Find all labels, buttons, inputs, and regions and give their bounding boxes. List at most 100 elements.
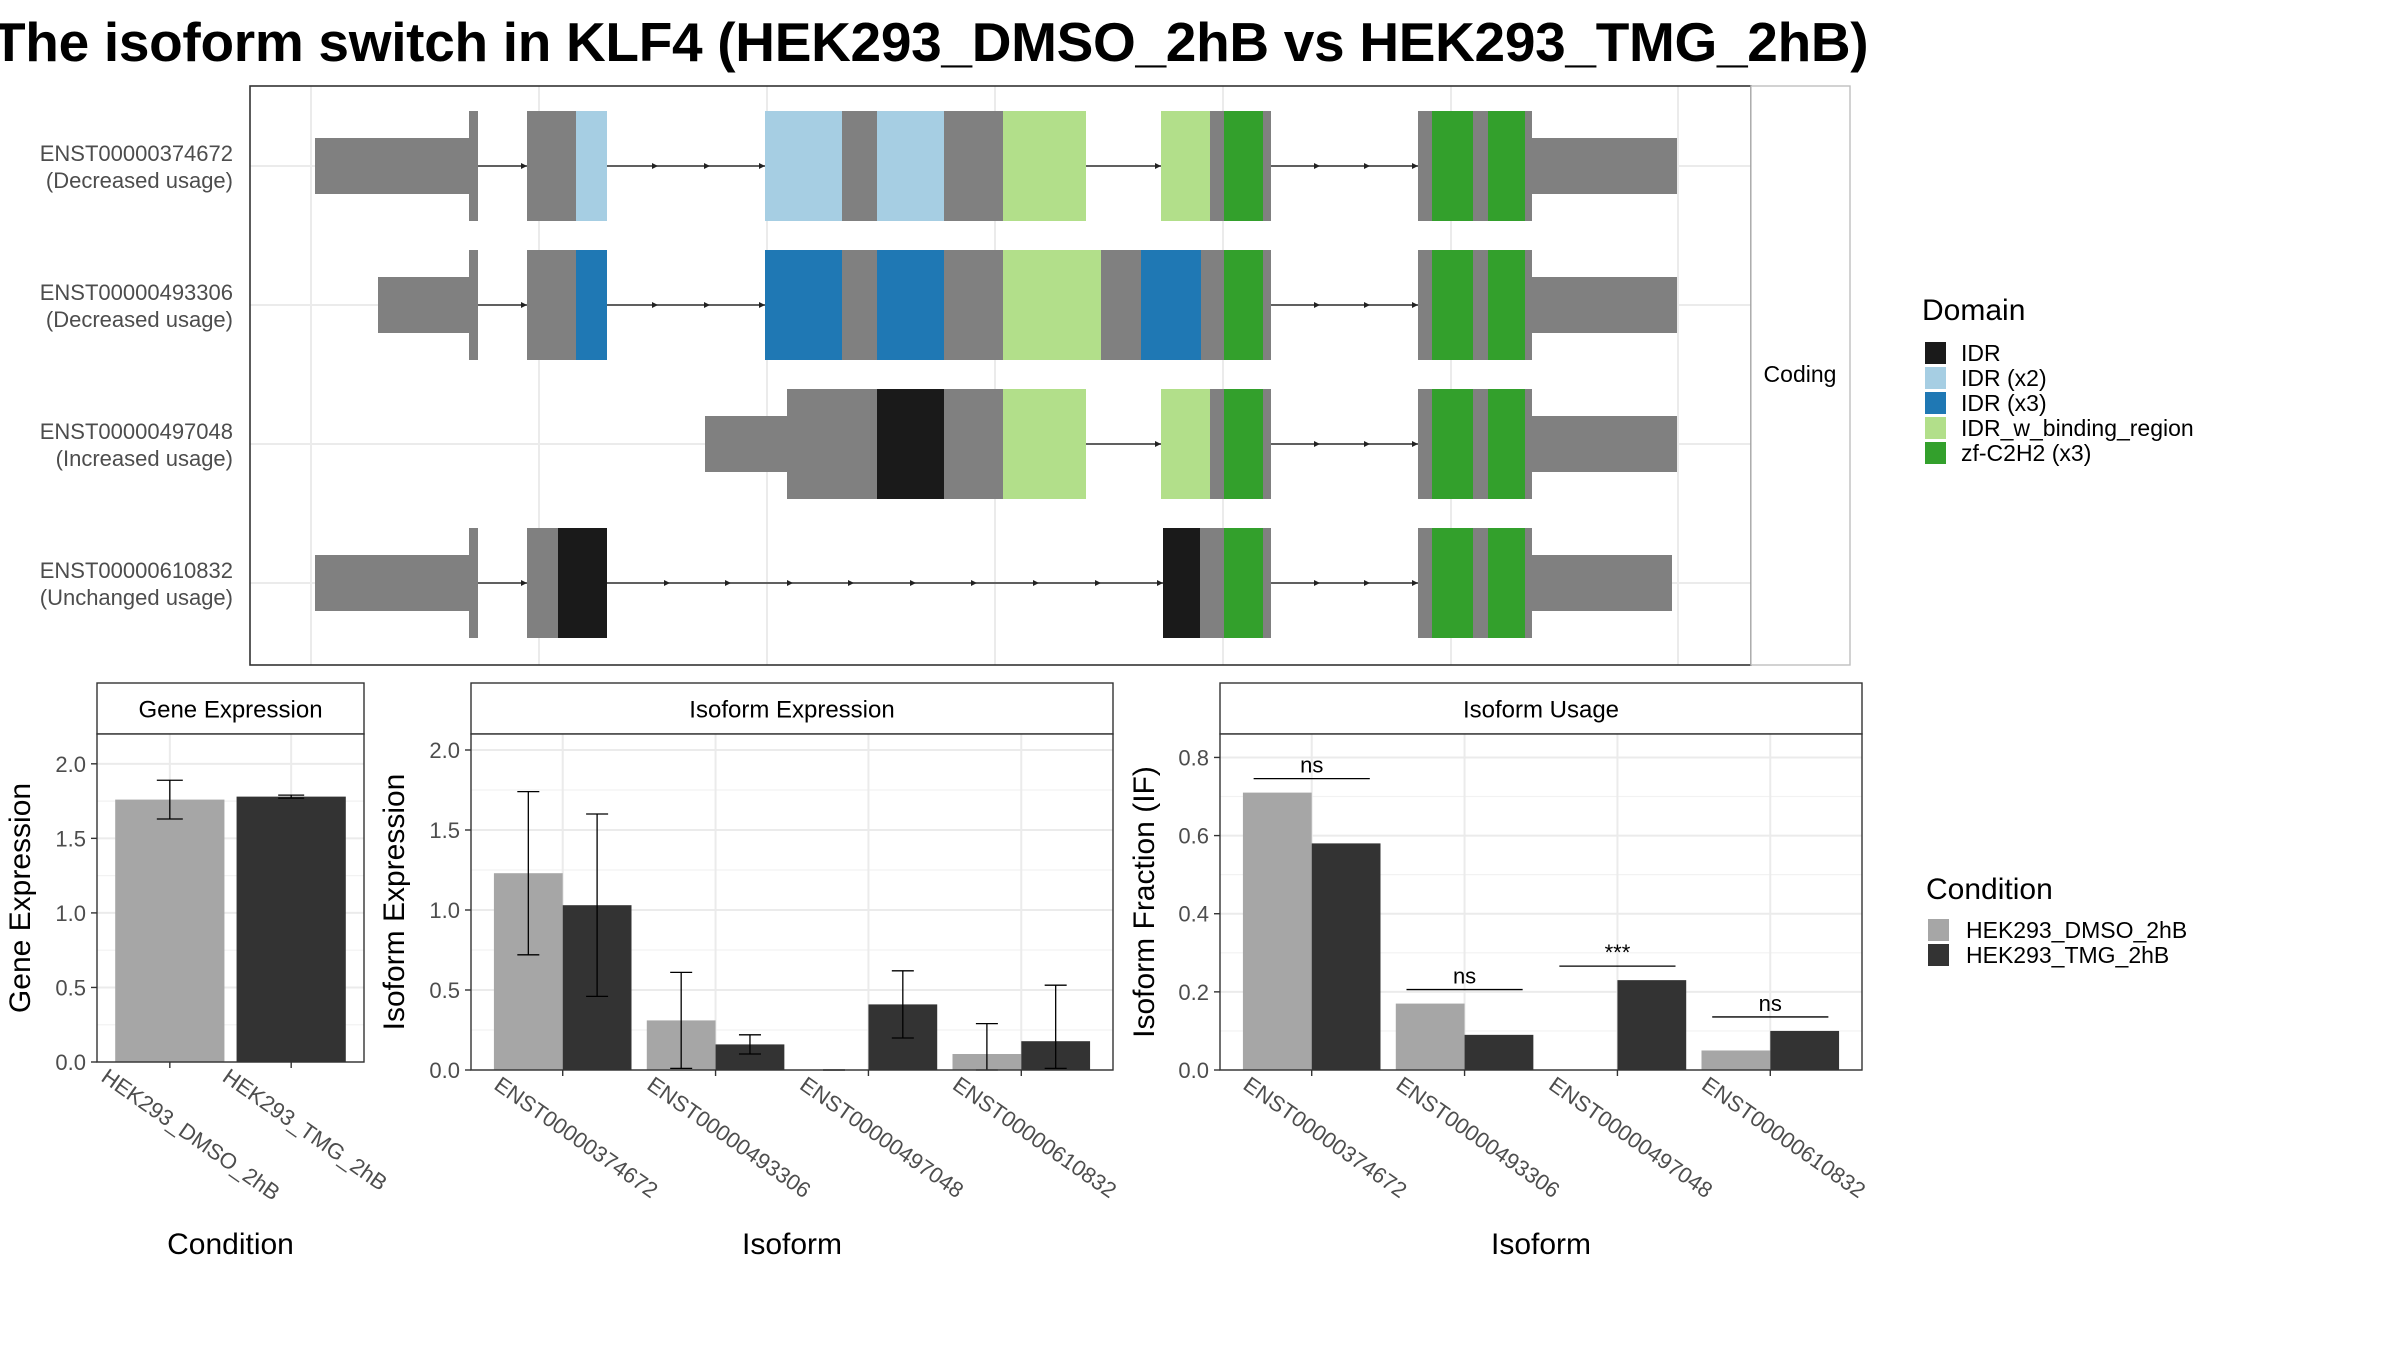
panel-strip [1219,682,1863,735]
intron-arrow [1364,163,1370,169]
y-axis-title: Isoform Expression [378,774,411,1031]
bar [1311,843,1381,1070]
intron-arrow [704,163,710,169]
coding-exon [1210,389,1224,499]
utr-exon [315,555,469,611]
intron-arrow [1155,441,1161,447]
domain-legend-label: IDR_w_binding_region [1961,415,2194,441]
isoform-usage-label: (Increased usage) [56,446,233,471]
coding-exon [1418,111,1432,221]
intron-arrow [725,580,731,586]
y-tick-label: 2.0 [55,752,86,777]
coding-exon [1224,389,1263,499]
x-tick-label: ENST00000374672 [1239,1072,1412,1203]
figure-title: The isoform switch in KLF4 (HEK293_DMSO_… [0,11,1869,73]
intron-arrow [1412,302,1418,308]
domain-legend-key [1925,417,1946,439]
bar [115,799,225,1062]
intron-arrow [1314,580,1320,586]
intron-arrow [971,580,977,586]
intron-arrow [1364,580,1370,586]
y-tick-label: 1.0 [429,898,460,923]
coding-exon [1432,389,1473,499]
isoform-usage-label: (Unchanged usage) [40,585,233,610]
coding-exon [558,528,607,638]
intron-arrow [1314,302,1320,308]
coding-exon [1418,389,1432,499]
intron-arrow [759,302,765,308]
coding-exon [1003,250,1101,360]
coding-exon [877,389,944,499]
coding-exon [1432,528,1473,638]
coding-exon [1003,389,1086,499]
intron-arrow [652,163,658,169]
panel-border [96,733,365,1063]
x-tick-label: ENST00000493306 [1392,1072,1565,1203]
utr-exon [1532,277,1677,333]
significance-label: ns [1300,753,1323,778]
domain-legend-label: zf-C2H2 (x3) [1961,440,2091,466]
bar [1701,1050,1771,1070]
coding-exon [1488,250,1525,360]
coding-exon [1003,111,1086,221]
bar [236,796,346,1062]
utr-exon [1532,416,1677,472]
coding-exon [765,250,842,360]
coding-exon [469,111,478,221]
intron-arrow [787,580,793,586]
bar [1242,792,1312,1070]
intron-arrow [1033,580,1039,586]
coding-exon [1488,528,1525,638]
isoform-id-label: ENST00000493306 [40,280,233,305]
intron-arrow [704,302,710,308]
bar [1464,1034,1534,1070]
intron-arrow [1412,580,1418,586]
utr-exon [1532,138,1677,194]
coding-exon [527,250,576,360]
utr-exon [705,416,787,472]
domain-legend-label: IDR (x3) [1961,390,2047,416]
panel-strip-title: Isoform Usage [1463,697,1619,724]
coding-exon [877,250,944,360]
x-tick-label: ENST00000497048 [796,1072,969,1203]
x-tick-label: ENST00000497048 [1545,1072,1718,1203]
isoform-usage-label: (Decreased usage) [46,307,233,332]
intron-arrow [1412,441,1418,447]
y-tick-label: 0.8 [1178,745,1209,770]
coding-exon [842,250,877,360]
x-tick-label: ENST00000610832 [1697,1072,1870,1203]
intron-arrow [1157,580,1163,586]
coding-exon [1432,111,1473,221]
intron-arrow [1364,441,1370,447]
intron-arrow [521,580,527,586]
coding-exon [842,111,877,221]
coding-strip-label: Coding [1764,361,1837,387]
x-axis-title: Isoform [742,1228,842,1261]
coding-exon [1163,528,1200,638]
panel-border [470,733,1114,1071]
condition-legend-label: HEK293_DMSO_2hB [1966,917,2187,943]
isoform-id-label: ENST00000497048 [40,419,233,444]
y-tick-label: 0.2 [1178,980,1209,1005]
coding-exon [944,389,1003,499]
coding-exon [1418,528,1432,638]
coding-exon [1525,389,1532,499]
y-tick-label: 1.5 [55,826,86,851]
intron-arrow [652,302,658,308]
intron-arrow [1412,163,1418,169]
coding-exon [469,250,478,360]
intron-arrow [521,302,527,308]
intron-arrow [910,580,916,586]
coding-exon [1263,528,1271,638]
coding-exon [1418,250,1432,360]
coding-exon [944,111,1003,221]
coding-exon [527,111,576,221]
y-tick-label: 0.0 [55,1050,86,1075]
coding-exon [877,111,944,221]
domain-legend-key [1925,392,1946,414]
domain-legend-key [1925,442,1946,464]
y-tick-label: 0.5 [55,975,86,1000]
panel-strip [96,682,365,735]
coding-exon [1473,250,1488,360]
